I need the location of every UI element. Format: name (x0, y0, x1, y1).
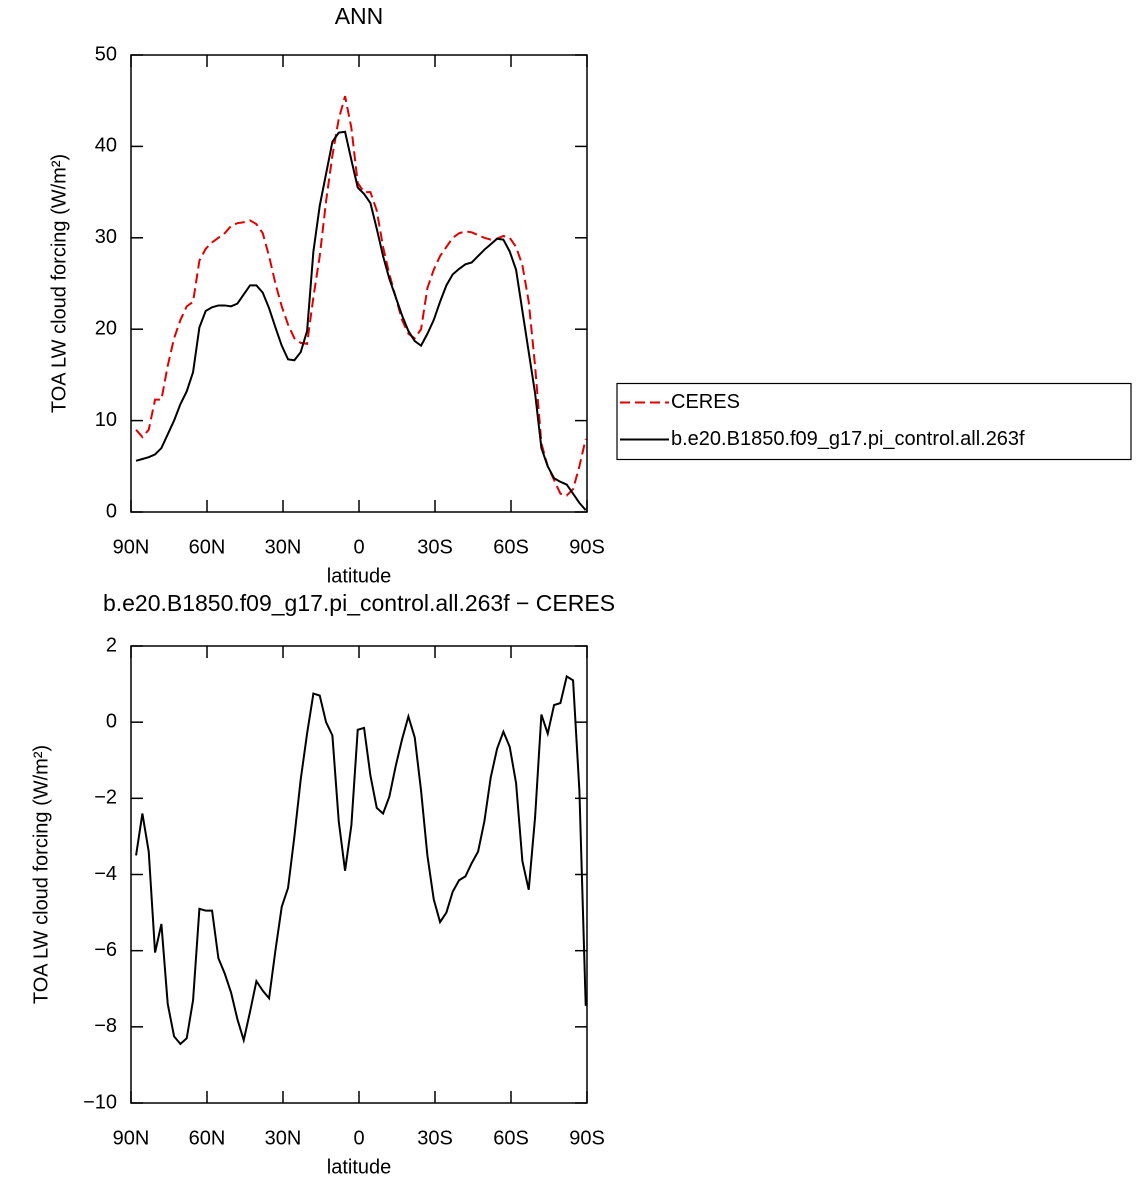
legend-label: CERES (671, 391, 740, 413)
legend-box (616, 382, 1132, 461)
y-tick-label: 0 (106, 500, 117, 522)
plot-frame (130, 645, 588, 1104)
y-tick-label: 0 (106, 710, 117, 732)
data-line (135, 95, 587, 497)
y-tick-label: −4 (94, 863, 117, 885)
data-line (135, 130, 587, 511)
y-tick-label: −6 (94, 939, 117, 961)
y-tick-label: 50 (95, 43, 117, 65)
y-tick-label: 10 (95, 409, 117, 431)
x-tick-label: 90N (113, 536, 150, 558)
x-tick-label: 30S (417, 1127, 453, 1149)
x-tick-label: 60S (493, 1127, 529, 1149)
x-axis-label: latitude (327, 1156, 392, 1178)
data-line (135, 674, 587, 1046)
x-tick-label: 90N (113, 1127, 150, 1149)
x-tick-label: 30S (417, 536, 453, 558)
y-axis-label: TOA LW cloud forcing (W/m²) (30, 745, 52, 1004)
chart-title: ANN (335, 3, 384, 29)
x-tick-label: 30N (265, 536, 302, 558)
x-tick-label: 60N (189, 536, 226, 558)
y-tick-label: 20 (95, 317, 117, 339)
y-axis-label: TOA LW cloud forcing (W/m²) (48, 154, 70, 413)
x-tick-label: 60N (189, 1127, 226, 1149)
y-tick-label: −2 (94, 787, 117, 809)
x-tick-label: 0 (353, 1127, 364, 1149)
y-tick-label: 2 (106, 634, 117, 656)
x-tick-label: 0 (353, 536, 364, 558)
y-tick-label: −8 (94, 1015, 117, 1037)
y-tick-label: −10 (83, 1091, 117, 1113)
x-tick-label: 90S (569, 536, 605, 558)
y-tick-label: 40 (95, 135, 117, 157)
x-axis-label: latitude (327, 565, 392, 587)
chart-title: b.e20.B1850.f09_g17.pi_control.all.263f … (103, 590, 615, 616)
legend-label: b.e20.B1850.f09_g17.pi_control.all.263f (671, 428, 1025, 450)
x-tick-label: 90S (569, 1127, 605, 1149)
x-tick-label: 30N (265, 1127, 302, 1149)
x-tick-label: 60S (493, 536, 529, 558)
y-tick-label: 30 (95, 226, 117, 248)
plot-frame (130, 54, 588, 513)
